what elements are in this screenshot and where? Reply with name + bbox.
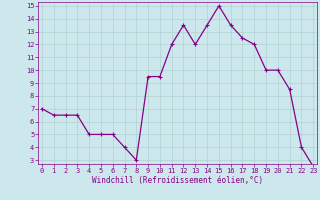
X-axis label: Windchill (Refroidissement éolien,°C): Windchill (Refroidissement éolien,°C)	[92, 176, 263, 185]
